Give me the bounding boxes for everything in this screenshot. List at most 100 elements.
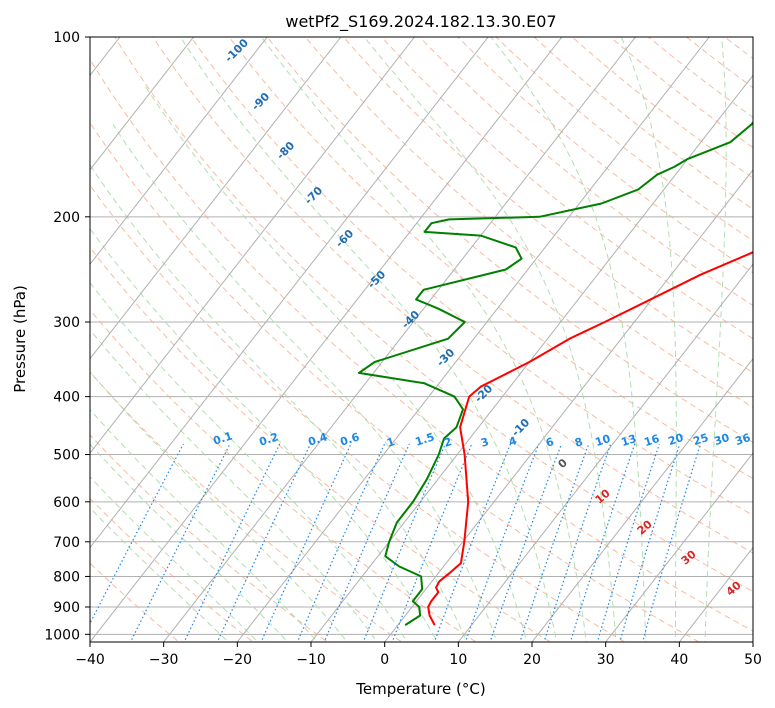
mixing-ratio-line	[596, 443, 660, 642]
mixing-ratio-label: 1	[385, 435, 396, 450]
mixing-ratio-line	[129, 443, 231, 642]
dry-adiabat-line	[304, 37, 753, 408]
x-tick-label: 0	[380, 652, 389, 668]
y-tick-label: 300	[53, 315, 80, 331]
chart-title: wetPf2_S169.2024.182.13.30.E07	[285, 12, 556, 32]
mixing-ratio-label: 3	[479, 435, 490, 450]
mixing-ratio-label: 30	[713, 431, 732, 448]
mixing-ratio-line	[323, 443, 410, 642]
dry-adiabat-line	[533, 37, 753, 210]
mixing-ratio-line	[362, 443, 446, 642]
moist-adiabat-line	[490, 37, 647, 642]
moist-adiabat-line	[261, 37, 587, 642]
y-tick-label: 100	[53, 30, 80, 46]
x-tick-label: 30	[597, 652, 615, 668]
x-tick-label: −10	[296, 652, 326, 668]
moist-adiabat-line	[179, 37, 558, 642]
isotherm-line	[605, 452, 753, 642]
moist-adiabat-line	[90, 408, 319, 642]
mixing-ratio-label: 0.6	[339, 430, 362, 448]
isotherm-line	[90, 37, 268, 266]
dry-adiabat-line	[190, 37, 753, 516]
dry-adiabat-line	[228, 37, 753, 480]
mixing-ratio-line	[642, 443, 702, 642]
y-tick-label: 600	[53, 495, 80, 511]
x-tick-label: −40	[75, 652, 105, 668]
mixing-ratio-line	[183, 443, 281, 642]
isotherm-line	[457, 263, 753, 642]
x-tick-label: 20	[523, 652, 541, 668]
isotherm-line	[90, 37, 194, 171]
x-tick-label: −20	[223, 652, 253, 668]
mixing-ratio-line	[391, 443, 473, 642]
y-tick-label: 1000	[44, 627, 80, 643]
moist-adiabat-line	[363, 37, 617, 642]
mixing-ratio-line	[260, 443, 352, 642]
mixing-ratio-label: 6	[544, 435, 556, 450]
isotherm-line	[384, 168, 753, 642]
moist-adiabat-line	[143, 84, 528, 642]
mixing-ratio-line	[216, 443, 312, 642]
y-tick-label: 200	[53, 210, 80, 226]
x-axis-label: Temperature (°C)	[355, 680, 485, 698]
mixing-ratio-line	[296, 443, 386, 642]
dry-adiabat-line	[90, 246, 552, 642]
y-axis-label: Pressure (hPa)	[11, 285, 29, 393]
mixing-ratio-label: 36	[734, 431, 753, 448]
dry-adiabat-line	[571, 37, 753, 179]
dry-adiabat-line	[114, 37, 753, 593]
isotherm-line	[163, 37, 636, 642]
moist-adiabat-line	[90, 507, 230, 642]
moist-adiabat-line	[704, 37, 727, 642]
profile-lines	[357, 120, 753, 626]
dry-adiabat-line	[90, 497, 254, 642]
y-axis: 100 200 300 400 500 600 700 800 900 1000	[44, 30, 90, 643]
mixing-ratio-label: 0.4	[307, 430, 330, 448]
mixing-ratio-line	[464, 443, 540, 642]
isotherm-line	[531, 357, 753, 642]
dry-adiabat-line	[90, 184, 626, 642]
x-tick-label: 40	[670, 652, 688, 668]
dry-adiabat-line	[609, 37, 753, 149]
mixing-ratio-label: 1.5	[414, 430, 437, 448]
background-lines	[90, 37, 753, 642]
mixing-ratio-label: 25	[692, 431, 711, 448]
dry-adiabat-line	[380, 37, 753, 340]
y-tick-label: 700	[53, 535, 80, 551]
x-axis: −40 −30 −20 −10 0 10 20 30 40 50	[75, 642, 762, 668]
moist-adiabat-line	[90, 329, 378, 642]
mixing-ratio-label: 2	[442, 435, 453, 450]
mixing-ratio-label: 8	[573, 435, 584, 450]
isotherm-line	[90, 37, 342, 360]
moist-adiabat-line	[90, 164, 468, 642]
dry-adiabat-line	[90, 308, 478, 642]
temperature-line	[427, 251, 753, 626]
moist-adiabat-line	[90, 227, 438, 642]
isotherm-line	[90, 37, 563, 642]
y-tick-label: 400	[53, 390, 80, 406]
dewpoint-line	[357, 120, 753, 626]
mixing-ratio-label: 0.1	[212, 429, 235, 447]
y-tick-label: 800	[53, 569, 80, 585]
moist-adiabat-line	[112, 124, 498, 642]
isotherm-line	[236, 37, 710, 642]
moist-adiabat-line	[90, 282, 408, 642]
moist-adiabat-line	[620, 37, 677, 642]
x-tick-label: 50	[744, 652, 762, 668]
dry-adiabat-line	[342, 37, 753, 374]
moist-adiabat-line	[90, 370, 348, 642]
y-tick-label: 500	[53, 448, 80, 464]
dry-adiabat-line	[90, 371, 403, 642]
mixing-ratio-label: 13	[620, 432, 639, 449]
isotherm-line	[90, 37, 489, 549]
mixing-ratio-label: 10	[594, 432, 613, 449]
isotherm-line	[90, 37, 415, 454]
x-tick-label: 10	[449, 652, 467, 668]
mixing-ratio-label: 20	[667, 431, 686, 448]
x-tick-label: −30	[149, 652, 179, 668]
moist-adiabat-line	[90, 476, 259, 642]
mixing-ratio-line	[619, 443, 681, 642]
plot-frame	[89, 36, 754, 643]
